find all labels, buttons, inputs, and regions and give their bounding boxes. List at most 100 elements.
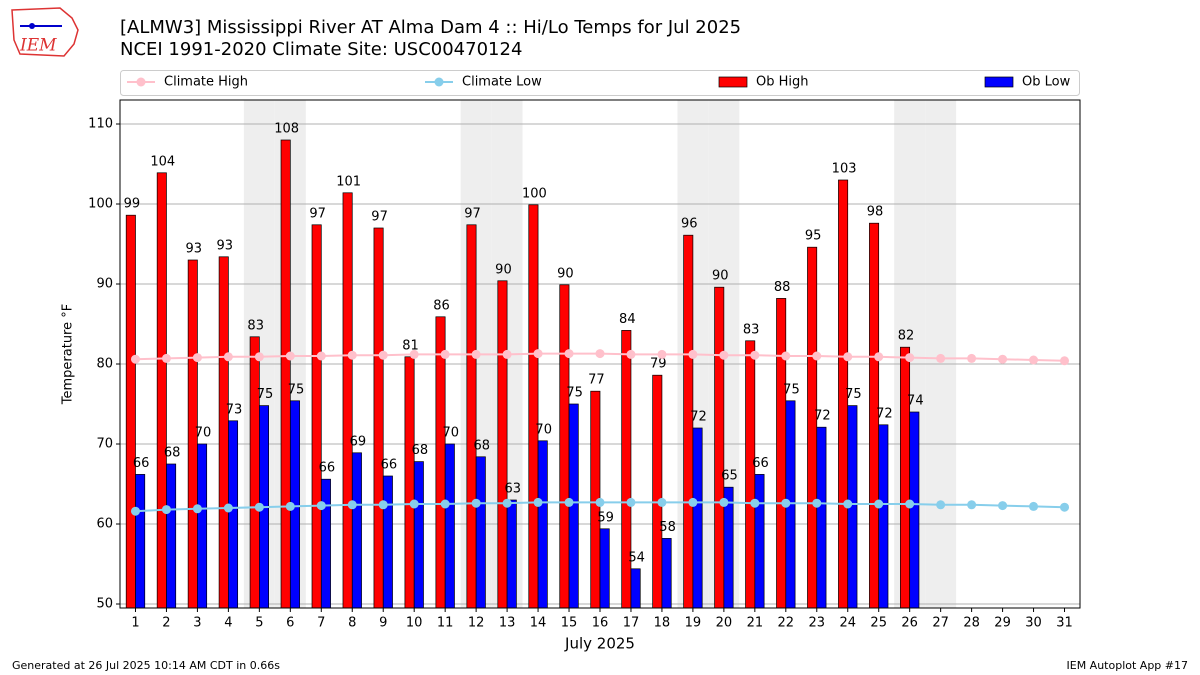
x-tick-label: 30 (1025, 616, 1042, 631)
y-tick-label: 60 (96, 517, 113, 532)
bar (909, 411, 920, 609)
data-label: 103 (832, 162, 857, 177)
point (719, 350, 729, 360)
point (936, 500, 946, 510)
legend-marker (136, 77, 146, 87)
data-label: 72 (814, 409, 831, 424)
data-label: 75 (566, 386, 583, 401)
data-label: 101 (336, 174, 361, 189)
point (533, 497, 543, 507)
bar (816, 426, 827, 609)
bar (228, 420, 239, 609)
x-axis-label: July 2025 (564, 635, 635, 653)
bar (714, 286, 725, 609)
point (254, 352, 264, 362)
bar (135, 474, 146, 609)
bar (661, 538, 672, 609)
x-tick-label: 25 (870, 616, 887, 631)
point (998, 501, 1008, 511)
y-tick-label: 90 (96, 277, 113, 292)
data-label: 93 (216, 238, 233, 253)
x-tick-label: 8 (348, 616, 356, 631)
bar (197, 443, 208, 609)
x-tick-label: 24 (839, 616, 856, 631)
point (967, 353, 977, 363)
point (502, 498, 512, 508)
x-tick-label: 22 (778, 616, 795, 631)
bar (537, 440, 548, 609)
plot-frame (119, 99, 1081, 609)
data-label: 75 (288, 382, 305, 397)
point (657, 349, 667, 359)
point (130, 506, 140, 516)
data-label: 73 (226, 402, 243, 417)
chart-title: [ALMW3] Mississippi River AT Alma Dam 4 … (120, 17, 741, 38)
bar (351, 452, 362, 609)
y-tick-label: 110 (88, 117, 113, 132)
data-label: 95 (805, 229, 822, 244)
x-tick-label: 10 (406, 616, 423, 631)
point (378, 500, 388, 510)
x-tick-label: 26 (901, 616, 918, 631)
bar (692, 427, 703, 609)
bar (444, 443, 455, 609)
bar (249, 336, 260, 609)
x-tick-label: 11 (437, 616, 454, 631)
point (471, 349, 481, 359)
bar (435, 316, 446, 609)
legend-swatch (718, 76, 748, 88)
point (905, 499, 915, 509)
point (347, 500, 357, 510)
data-label: 68 (474, 438, 491, 453)
data-label: 68 (412, 443, 429, 458)
data-label: 96 (681, 217, 698, 232)
point (409, 499, 419, 509)
bar (599, 528, 610, 609)
bar (466, 224, 477, 609)
point (657, 497, 667, 507)
data-label: 66 (319, 461, 336, 476)
y-axis-label: Temperature °F (61, 304, 76, 405)
x-tick-label: 5 (255, 616, 263, 631)
data-label: 81 (402, 338, 419, 353)
x-tick-label: 12 (468, 616, 485, 631)
point (130, 354, 140, 364)
x-tick-label: 7 (317, 616, 325, 631)
point (533, 349, 543, 359)
bar (630, 568, 641, 609)
point (812, 351, 822, 361)
bar (475, 456, 486, 609)
data-label: 104 (150, 154, 175, 169)
bar (900, 346, 911, 609)
bar (506, 499, 517, 609)
bar (621, 330, 632, 609)
point (161, 353, 171, 363)
data-label: 66 (381, 458, 398, 473)
point (564, 349, 574, 359)
data-label: 97 (371, 210, 388, 225)
bar (404, 356, 415, 609)
x-tick-label: 18 (654, 616, 671, 631)
point (161, 505, 171, 515)
point (719, 497, 729, 507)
point (1029, 355, 1039, 365)
legend-label: Climate High (164, 75, 248, 90)
x-tick-label: 29 (994, 616, 1011, 631)
data-label: 70 (535, 422, 552, 437)
bar (373, 227, 384, 609)
point (1060, 356, 1070, 366)
y-tick-label: 50 (96, 597, 113, 612)
point (1029, 501, 1039, 511)
data-label: 69 (350, 434, 367, 449)
x-tick-label: 16 (592, 616, 609, 631)
data-label: 72 (876, 406, 893, 421)
point (626, 349, 636, 359)
logo: IEM (11, 7, 79, 57)
point (781, 351, 791, 361)
point (781, 498, 791, 508)
data-label: 108 (274, 122, 299, 137)
point (843, 499, 853, 509)
data-label: 83 (743, 322, 760, 337)
x-tick-label: 14 (530, 616, 547, 631)
data-label: 77 (588, 373, 605, 388)
